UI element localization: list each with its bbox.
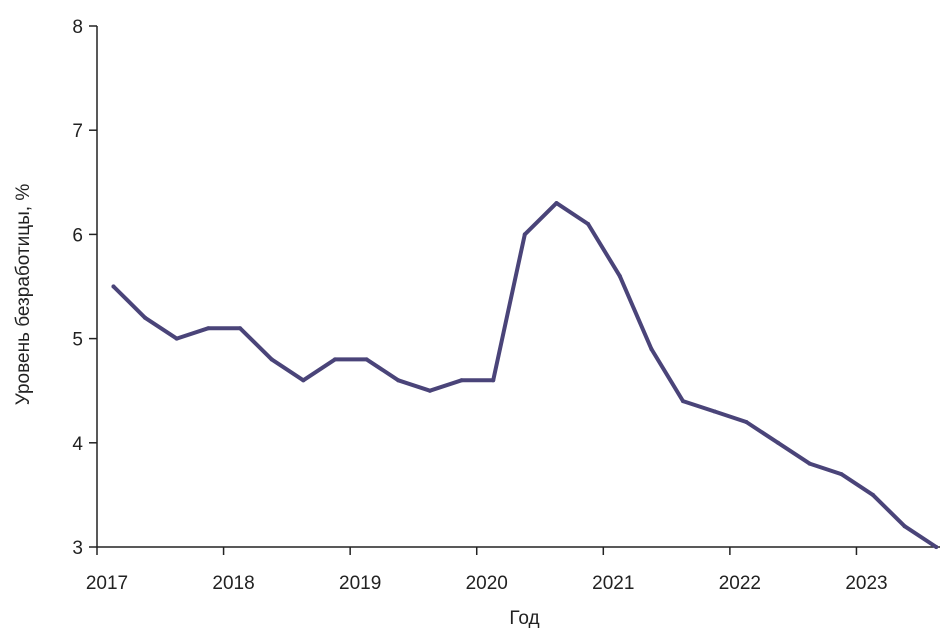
data-point <box>427 388 432 393</box>
data-point <box>839 472 844 477</box>
data-point <box>333 357 337 362</box>
x-tick-label: 2020 <box>466 573 508 594</box>
y-tick-label: 7 <box>72 121 83 142</box>
data-point <box>681 399 685 404</box>
data-point <box>206 326 211 331</box>
y-axis-title: Уровень безработицы, % <box>13 184 34 406</box>
data-point <box>934 545 939 549</box>
x-tick-label: 2021 <box>592 573 634 594</box>
data-point <box>586 222 591 226</box>
data-point <box>617 274 622 279</box>
data-point <box>396 378 401 383</box>
data-point <box>111 284 116 289</box>
data-point <box>174 336 179 341</box>
y-tick-label: 6 <box>72 225 83 246</box>
y-tick-label: 3 <box>72 538 83 559</box>
x-axis-title: Год <box>509 608 539 629</box>
data-point <box>522 232 527 237</box>
data-point <box>649 347 654 351</box>
axes: 3 4 5 6 7 8 2017 2018 2019 2020 2021 2022 2023 <box>72 17 940 594</box>
data-point <box>459 378 464 383</box>
data-point <box>491 378 496 383</box>
data-point <box>301 378 306 383</box>
y-tick-label: 8 <box>72 17 83 38</box>
data-point <box>870 492 875 497</box>
x-tick-label: 2018 <box>212 573 254 594</box>
data-point <box>902 524 907 529</box>
data-point <box>712 409 717 414</box>
x-ticks: 2017 2018 2019 2020 2021 2022 2023 <box>86 547 888 594</box>
series-line <box>111 201 939 549</box>
y-tick-label: 5 <box>72 330 83 351</box>
y-tick-label: 4 <box>72 434 83 455</box>
x-tick-label: 2023 <box>845 573 887 594</box>
data-point <box>269 357 274 362</box>
x-tick-label: 2022 <box>719 573 761 594</box>
y-ticks: 3 4 5 6 7 8 <box>72 17 97 559</box>
data-point <box>143 315 148 320</box>
plot-area <box>111 201 939 549</box>
data-point <box>776 440 780 445</box>
data-point <box>238 326 242 331</box>
x-tick-label: 2019 <box>339 573 381 594</box>
data-point <box>807 461 812 466</box>
x-tick-label: 2017 <box>86 573 128 594</box>
data-point <box>364 357 369 362</box>
data-point <box>744 420 749 424</box>
data-point <box>554 201 559 206</box>
